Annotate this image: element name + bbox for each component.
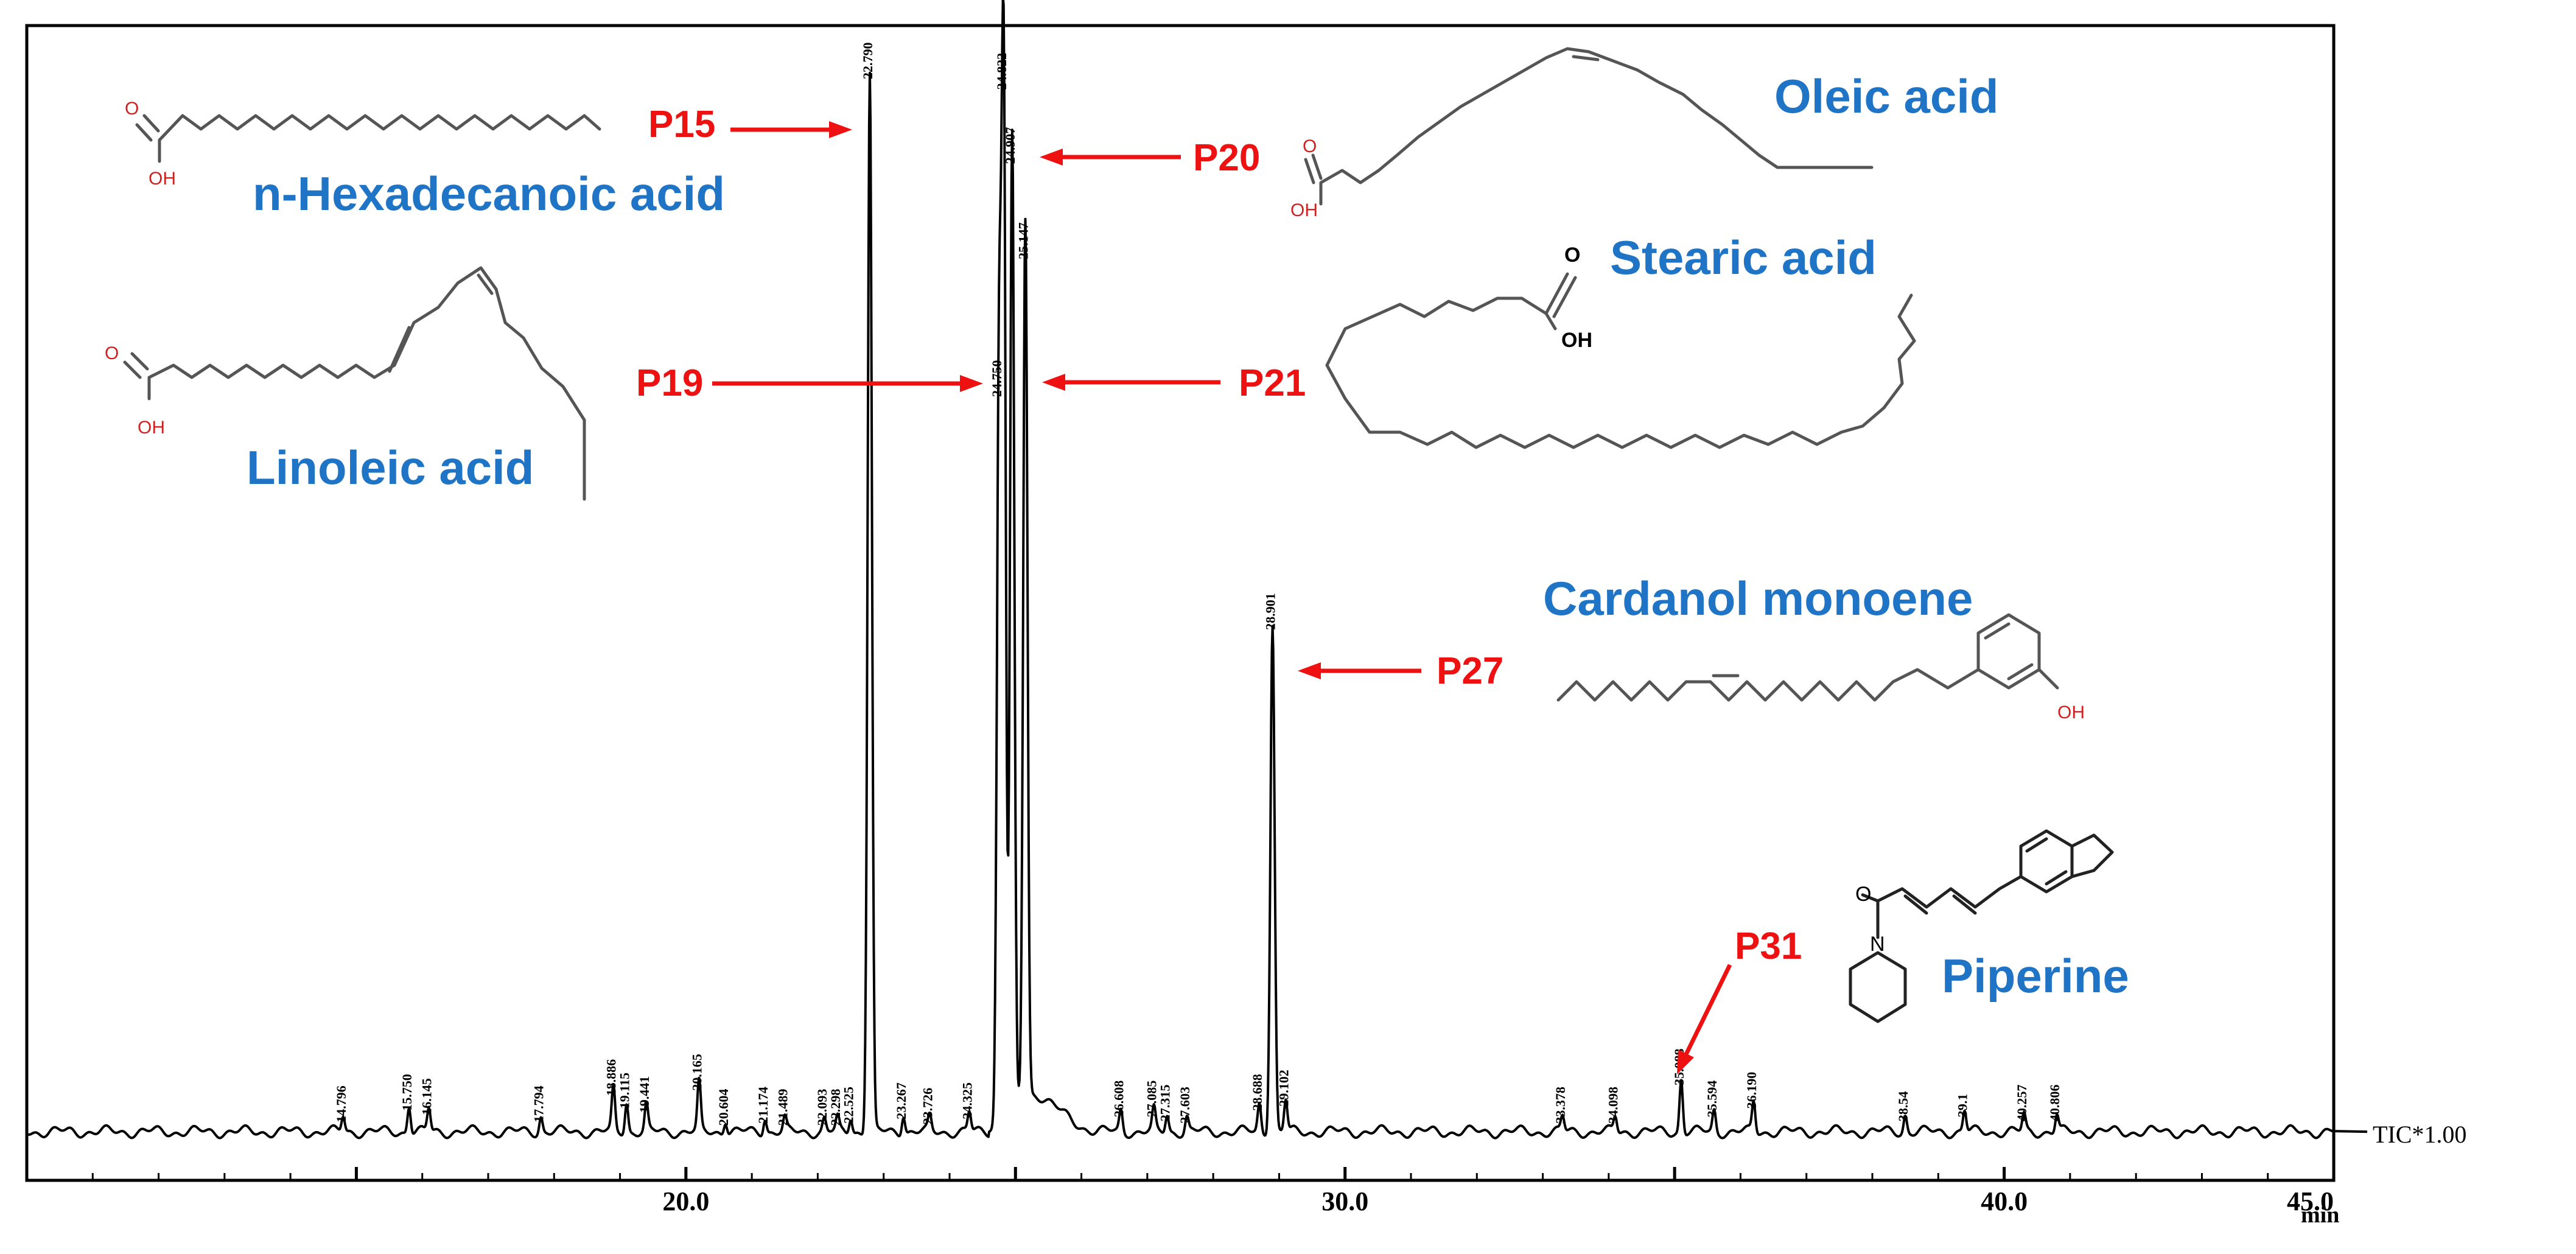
trace-name-label: TIC*1.00 [2373,1121,2466,1148]
oxygen-label: O [1564,243,1580,267]
x-tick-label: 45.0 [2287,1186,2334,1216]
peak-label-p31: P31 [1735,925,1802,967]
peak-rt-label: 25.147 [1016,222,1031,259]
peak-rt-label: 18.886 [604,1059,619,1096]
structure-linoleic-acid: O OH [105,266,586,501]
peak-rt-label: 22.790 [860,43,875,80]
hydroxyl-label: OH [2057,702,2085,723]
arrowhead-p21 [1042,374,1065,391]
x-axis: 20.0 30.0 40.0 45.0 [25,1167,2336,1216]
oxygen-label: O [125,99,139,119]
nitrogen-label: N [1870,933,1885,956]
compound-label-piperine: Piperine [1942,949,2129,1003]
peak-rt-label: 39.1 [1955,1094,1970,1118]
peak-rt-label: 22.525 [841,1087,856,1124]
peak-rt-label: 19.115 [617,1073,632,1109]
compound-label-stearic: Stearic acid [1610,231,1877,284]
compound-label-oleic: Oleic acid [1774,69,1999,123]
peak-rt-label: 24.750 [989,360,1004,398]
hydroxyl-label: OH [1561,329,1592,352]
peak-rt-label: 15.750 [399,1074,415,1111]
hydroxyl-label: OH [149,169,176,189]
oxygen-label: O [1303,136,1317,156]
peak-rt-label: 40.806 [2047,1085,2062,1122]
compound-label-cardanol: Cardanol monoene [1543,572,1973,625]
peak-label-p15: P15 [648,103,715,145]
peak-rt-label: 38.54 [1895,1091,1911,1122]
oxygen-label: O [105,343,119,363]
structure-hexadecanoic-acid: O OH [125,99,601,189]
compound-label-linoleic: Linoleic acid [247,441,534,494]
arrow-p31 [1684,964,1732,1056]
structure-oleic-acid: O OH [1290,47,1874,220]
plot-frame [25,24,2336,1182]
peak-rt-label: 14.796 [334,1085,349,1123]
peak-rt-label: 24.325 [959,1082,975,1119]
hydroxyl-label: OH [1290,200,1318,220]
peak-rt-label: 27.315 [1157,1085,1172,1122]
compound-label-hexadecanoic: n-Hexadecanoic acid [253,167,725,220]
arrowhead-p27 [1298,662,1321,679]
structure-cardanol-monoene: OH [1556,613,2085,723]
x-axis-unit: min [2301,1202,2339,1228]
oxygen-label: O [1855,883,1871,906]
structure-piperine: O N [1849,829,2114,1023]
arrowhead-p19 [960,375,983,392]
arrowhead-p31 [1677,1049,1694,1074]
peak-rt-label: 36.190 [1744,1072,1759,1109]
peak-rt-label: 34.098 [1606,1087,1621,1124]
structure-stearic-acid: O OH [1325,243,1916,449]
peak-rt-label: 35.594 [1704,1081,1720,1118]
peak-label-p20: P20 [1193,137,1260,179]
peak-label-p21: P21 [1239,362,1306,404]
tic-trace [26,0,2368,1140]
peak-label-p27: P27 [1437,650,1503,692]
peak-rt-label: 20.165 [690,1054,705,1091]
peak-rt-label: 28.901 [1263,593,1278,630]
x-tick-label: 30.0 [1321,1186,1368,1216]
arrowhead-p20 [1040,149,1063,166]
arrowhead-p15 [829,121,852,138]
peak-label-p19: P19 [636,362,703,404]
peak-rt-label: 21.174 [755,1087,771,1124]
peak-rt-label: 17.794 [531,1085,547,1123]
peak-rt-label: 27.603 [1177,1087,1192,1124]
peak-rt-label: 23.267 [894,1082,909,1119]
peak-rt-label: 28.688 [1250,1074,1265,1111]
hydroxyl-label: OH [138,418,165,438]
peak-rt-label: 16.145 [419,1078,435,1115]
x-tick-label: 20.0 [662,1186,709,1216]
peak-rt-label: 20.604 [716,1089,731,1126]
peak-rt-label: 26.608 [1111,1081,1127,1118]
x-tick-label: 40.0 [1981,1186,2028,1216]
